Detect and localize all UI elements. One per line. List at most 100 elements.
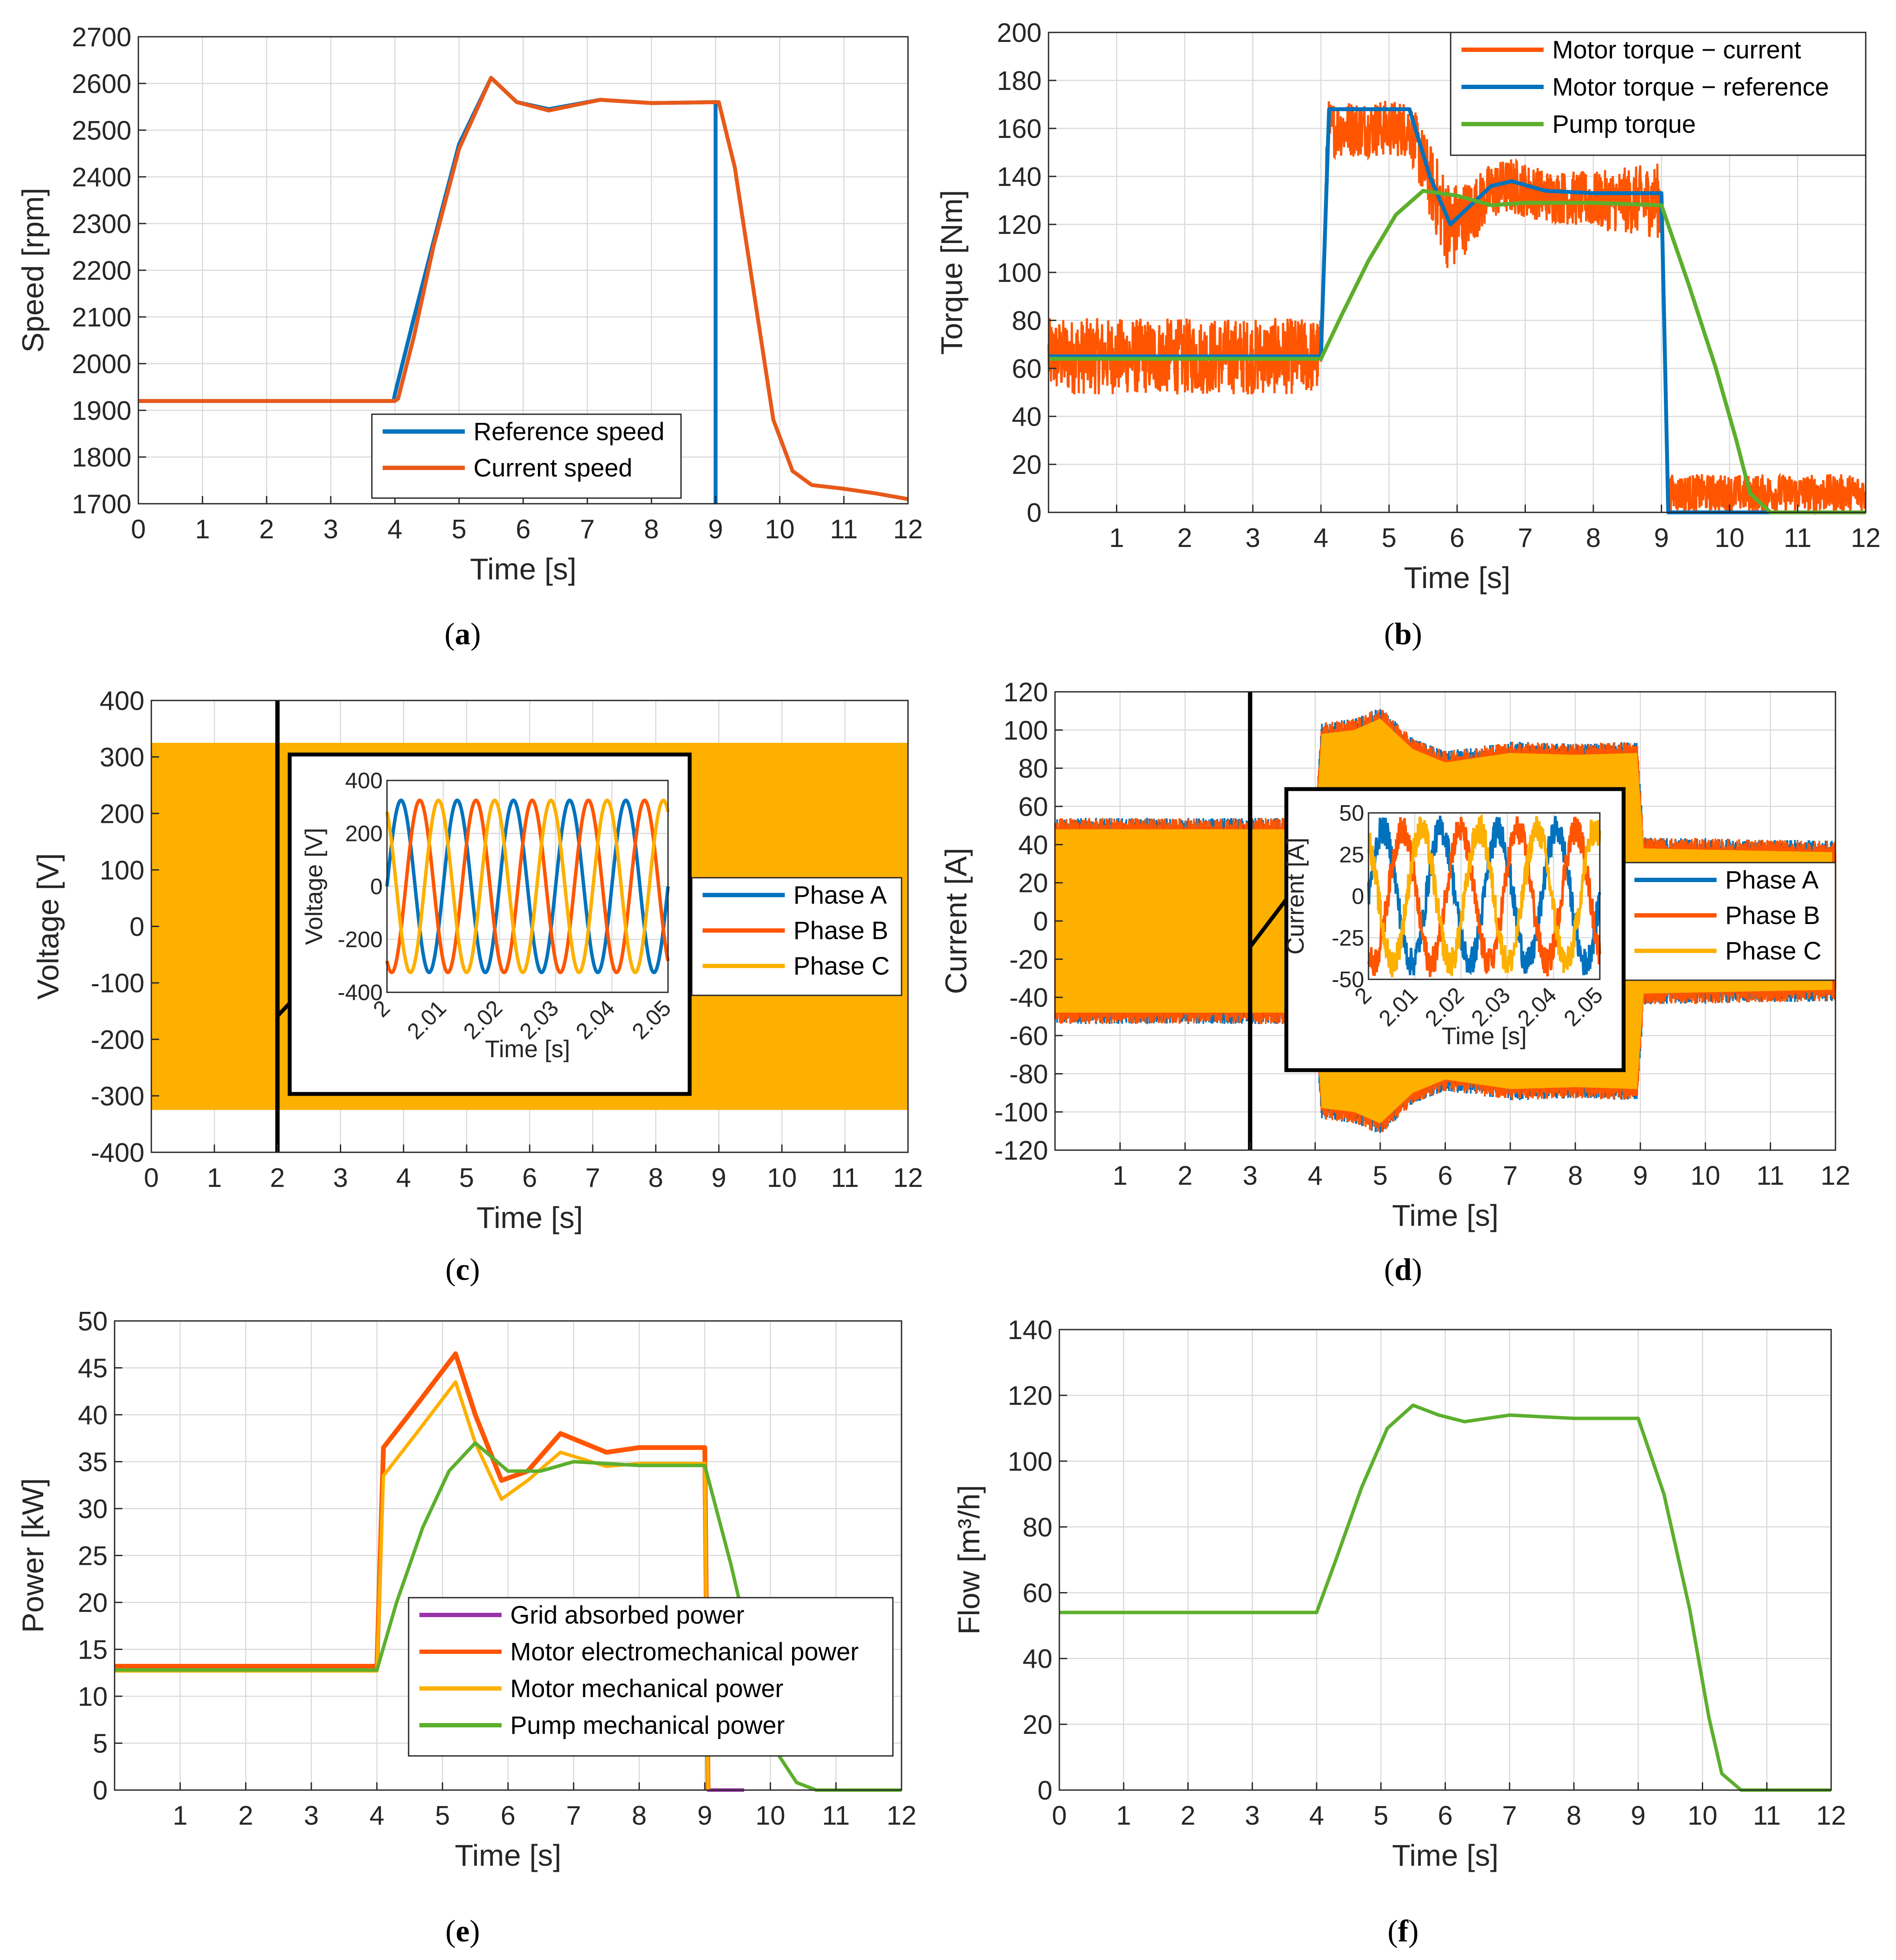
- series-line-pump-torque: [1049, 189, 1866, 515]
- series-line-motor-mechanical-power: [115, 1380, 710, 1791]
- y-tick-label: 80: [1023, 1512, 1052, 1542]
- y-tick-label: 0: [130, 912, 144, 942]
- tick-marks: [1049, 32, 1867, 513]
- inset-axes-frame: [1368, 812, 1601, 980]
- series-line-flow: [1059, 1404, 1831, 1792]
- legend-entry: Phase B: [793, 917, 888, 945]
- y-tick-label: 2700: [72, 22, 131, 52]
- y-tick-label: -60: [1009, 1021, 1048, 1051]
- y-tick-label: 40: [78, 1400, 108, 1430]
- x-tick-label: 4: [387, 515, 402, 544]
- panel-a-speed-chart: 0 1 2 3 4 5 6 7 8 9 10 11 12170018001900200021002200…: [16, 22, 923, 651]
- y-tick-label: 100: [997, 258, 1042, 288]
- y-tick-label: 140: [1008, 1315, 1052, 1345]
- y-tick-label: 20: [78, 1588, 108, 1618]
- inset-y-tick-label: 50: [1339, 801, 1364, 826]
- x-tick-label: 12: [893, 515, 923, 544]
- inset-y-tick-label: 0: [370, 874, 383, 899]
- panel-caption: (e): [445, 1914, 480, 1948]
- legend-entry: Motor torque − reference: [1552, 73, 1829, 101]
- x-tick-label: 5: [435, 1801, 450, 1831]
- x-tick-label: 4: [1309, 1801, 1324, 1831]
- x-tick-label: 2: [238, 1801, 253, 1831]
- x-tick-label: 7: [1503, 1161, 1518, 1191]
- panel-caption: (a): [444, 617, 481, 651]
- y-tick-label: 25: [78, 1541, 108, 1571]
- y-tick-label: 1800: [72, 443, 131, 473]
- x-tick-label: 7: [585, 1163, 600, 1193]
- x-tick-label: 10: [1688, 1801, 1717, 1831]
- x-tick-label: 1: [1116, 1801, 1131, 1831]
- x-tick-label: 0: [1052, 1801, 1067, 1831]
- legend-entry: Current speed: [473, 454, 633, 482]
- x-tick-label: 4: [1314, 523, 1328, 553]
- inset-y-tick-label: 25: [1339, 842, 1364, 867]
- panel-caption: (b): [1384, 617, 1422, 651]
- y-tick-label: 60: [1023, 1579, 1052, 1608]
- x-tick-label: 5: [459, 1163, 474, 1193]
- x-axis-label: Time [s]: [1404, 561, 1510, 595]
- y-tick-label: 100: [1008, 1447, 1052, 1477]
- panel-c-voltage-chart: 0 1 2 3 4 5 6 7 8 9 10 11 12-400-300-200-10001002003…: [31, 686, 923, 1287]
- x-tick-label: 7: [566, 1801, 581, 1831]
- x-tick-label: 7: [580, 515, 595, 544]
- tick-marks: [150, 700, 909, 1153]
- legend-entry: Phase C: [1725, 937, 1821, 965]
- y-tick-label: 400: [100, 686, 144, 716]
- x-tick-label: 11: [830, 515, 857, 544]
- legend-entry: Phase C: [793, 952, 889, 980]
- inset-series-phase-b: [385, 798, 670, 975]
- legend-box: [691, 877, 902, 996]
- inset-x-axis-label: Time [s]: [1442, 1022, 1527, 1049]
- x-tick-label: 8: [644, 515, 659, 544]
- x-tick-label: 2: [1180, 1801, 1195, 1831]
- panel-caption: (f): [1388, 1914, 1419, 1948]
- series-line-current-speed: [138, 76, 908, 501]
- x-tick-label: 12: [887, 1801, 917, 1831]
- x-tick-label: 2: [259, 515, 274, 544]
- x-tick-label: 9: [1633, 1161, 1648, 1191]
- inset-pointer-line: [276, 1001, 291, 1018]
- x-tick-label: 10: [755, 1801, 785, 1831]
- y-tick-label: 0: [1027, 498, 1042, 528]
- panel-b-torque-chart: 1 2 3 4 5 6 7 8 9 10 11 120204060801001201401601802…: [935, 18, 1880, 651]
- y-tick-label: 35: [78, 1448, 108, 1477]
- y-tick-label: -100: [994, 1098, 1048, 1128]
- x-tick-label: 9: [708, 515, 723, 544]
- x-tick-label: 9: [1631, 1801, 1646, 1831]
- x-axis-label: Time [s]: [1392, 1838, 1498, 1872]
- inset-pointer-line: [1248, 898, 1288, 948]
- x-tick-label: 11: [1784, 523, 1811, 553]
- x-tick-label: 1: [1113, 1161, 1127, 1191]
- tick-marks: [1055, 691, 1836, 1151]
- x-tick-label: 8: [1567, 1801, 1581, 1831]
- x-tick-label: 6: [1438, 1161, 1452, 1191]
- y-tick-label: 2500: [72, 116, 131, 146]
- x-tick-label: 12: [893, 1163, 923, 1193]
- y-tick-label: 15: [78, 1635, 108, 1665]
- x-tick-label: 7: [1502, 1801, 1517, 1831]
- y-tick-label: -300: [91, 1081, 144, 1111]
- y-tick-label: 50: [78, 1307, 108, 1337]
- x-tick-label: 8: [648, 1163, 663, 1193]
- x-tick-label: 10: [765, 515, 795, 544]
- y-tick-label: -20: [1009, 945, 1048, 975]
- x-tick-label: 6: [501, 1801, 515, 1831]
- x-tick-label: 1: [207, 1163, 222, 1193]
- y-tick-label: 200: [997, 18, 1042, 48]
- x-tick-label: 1: [1109, 523, 1124, 553]
- x-tick-label: 4: [1308, 1161, 1322, 1191]
- y-axis-label: Power [kW]: [16, 1478, 50, 1633]
- y-tick-label: 40: [1018, 830, 1048, 860]
- y-tick-label: 2000: [72, 349, 131, 379]
- x-tick-label: 3: [1245, 523, 1260, 553]
- legend-box: [408, 1597, 894, 1757]
- y-tick-label: -200: [91, 1025, 144, 1055]
- y-tick-label: 2200: [72, 256, 131, 286]
- legend-entry: Pump mechanical power: [510, 1711, 785, 1739]
- x-tick-label: 9: [1654, 523, 1669, 553]
